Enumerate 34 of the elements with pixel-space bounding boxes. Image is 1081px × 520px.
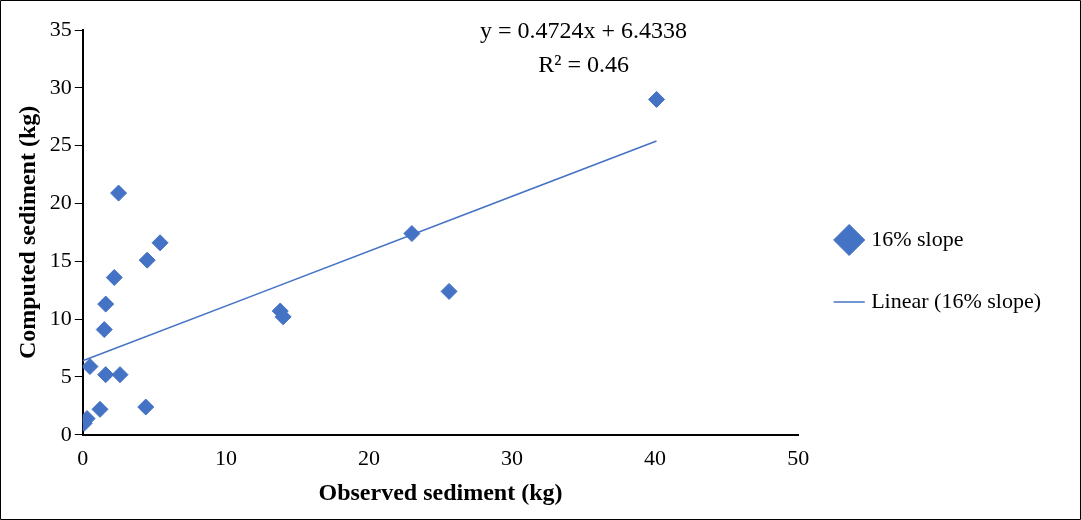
y-tick-label: 20: [49, 189, 72, 215]
point: [440, 282, 458, 300]
y-axis-title: Computed sediment (kg): [13, 105, 40, 360]
y-tick-label: 25: [49, 131, 72, 157]
y-tick-label: 30: [49, 73, 72, 99]
point: [137, 398, 155, 416]
x-tick-label: 10: [214, 444, 237, 470]
annotation: R² = 0.46: [538, 51, 629, 78]
annotation: y = 0.4724x + 6.4338: [480, 17, 688, 44]
point: [648, 90, 666, 108]
x-tick-label: 30: [501, 444, 524, 470]
point: [95, 321, 113, 339]
point: [105, 269, 123, 287]
y-tick-label: 35: [49, 15, 72, 41]
legend-label: Linear (16% slope): [871, 287, 1041, 313]
point: [82, 358, 99, 376]
point: [97, 366, 115, 384]
point: [403, 225, 421, 243]
x-tick-label: 0: [77, 444, 89, 470]
point: [151, 234, 169, 252]
y-tick-label: 15: [49, 247, 72, 273]
point: [91, 400, 109, 418]
legend-label: 16% slope: [871, 225, 964, 251]
y-tick-label: 5: [60, 362, 72, 388]
y-tick-label: 0: [60, 420, 72, 446]
y-tick-label: 10: [49, 304, 72, 330]
x-tick-label: 40: [644, 444, 667, 470]
x-tick-label: 50: [787, 444, 810, 470]
point: [111, 366, 129, 384]
point: [97, 295, 115, 313]
point: [110, 184, 128, 202]
x-axis-title: Observed sediment (kg): [318, 478, 563, 505]
point: [138, 251, 156, 269]
x-tick-label: 20: [357, 444, 380, 470]
